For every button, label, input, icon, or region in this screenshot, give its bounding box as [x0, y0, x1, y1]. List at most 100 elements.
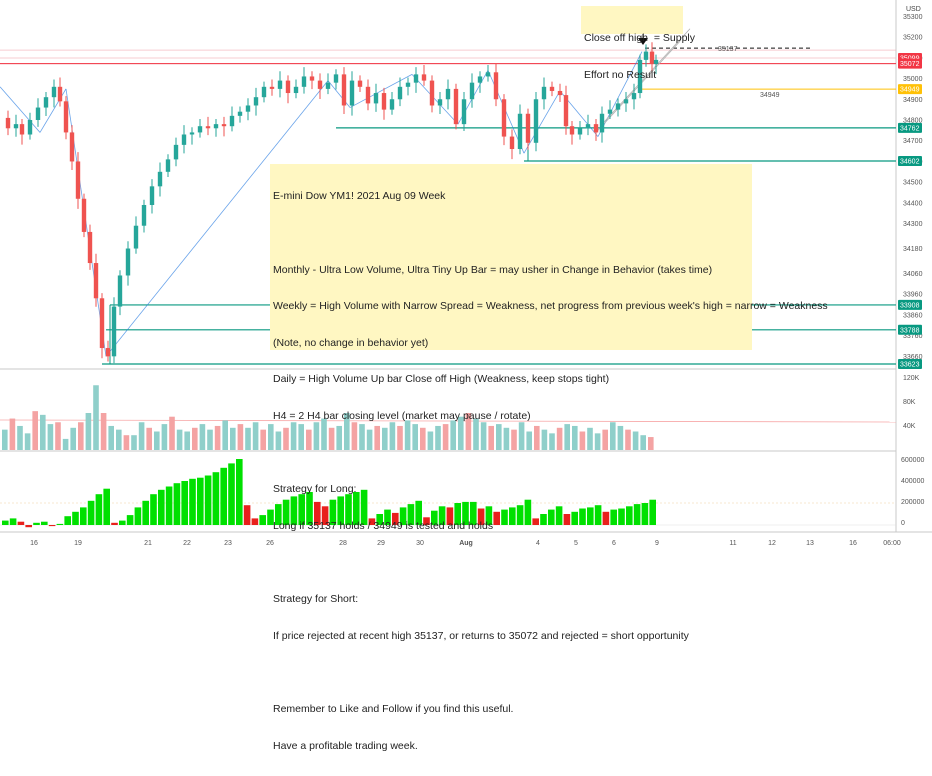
oscillator-bar — [56, 523, 64, 525]
price-badge — [898, 324, 922, 335]
candle-body — [111, 306, 117, 357]
candle-body — [13, 124, 19, 129]
date-tick-label: 22 — [183, 540, 191, 547]
oscillator-bar — [649, 499, 656, 525]
candle-body — [501, 99, 507, 137]
oscillator-bar — [189, 478, 196, 525]
date-tick-label: Aug — [459, 540, 473, 547]
oscillator-bar — [392, 512, 399, 525]
date-tick-label: 23 — [224, 540, 232, 547]
candle-body — [81, 198, 87, 232]
supply-note[interactable]: Close off high = Supply Effort no Result — [581, 6, 695, 81]
volume-bar — [404, 420, 411, 450]
volume-bar — [602, 429, 608, 450]
date-tick-label: 16 — [30, 540, 38, 547]
oscillator-bar — [587, 507, 594, 525]
oscillator-bar — [399, 507, 407, 525]
volume-bar — [511, 429, 517, 450]
volume-bar — [518, 422, 525, 450]
oscillator-bar — [119, 520, 126, 525]
volume-bar — [556, 427, 563, 450]
candle-body — [27, 119, 33, 135]
oscillator-bar — [17, 521, 25, 525]
date-tick-label: 29 — [377, 540, 385, 547]
volume-bar — [351, 422, 358, 450]
volume-bar — [313, 422, 320, 450]
candle-body — [599, 113, 605, 133]
candle-body — [229, 115, 235, 127]
volume-bar — [116, 429, 122, 450]
analysis-note-line: Monthly - Ultra Low Volume, Ultra Tiny U… — [273, 263, 713, 276]
candle-body — [349, 80, 355, 106]
volume-bar — [617, 425, 624, 450]
candle-body — [413, 74, 419, 83]
oscillator-bar — [493, 511, 500, 525]
candle-body — [637, 59, 643, 94]
volume-bar — [321, 418, 327, 450]
price-badge — [898, 122, 922, 133]
volume-bar — [2, 429, 8, 450]
volume-bar — [496, 424, 502, 450]
supply-note-line: Close off high = Supply — [584, 32, 696, 45]
oscillator-bar — [524, 499, 532, 525]
oscillator-bar — [360, 489, 368, 525]
volume-bar — [328, 427, 335, 450]
volume-bar — [100, 413, 107, 450]
oscillator-bar — [64, 516, 71, 525]
price-chart[interactable]: USD3530035200351003500034900348003470034… — [0, 0, 932, 550]
candle-body — [607, 109, 613, 114]
candle-body — [649, 51, 655, 65]
candle-body — [525, 113, 531, 143]
supply-note-line: Effort no Result — [584, 69, 657, 82]
date-tick-label: 4 — [536, 540, 540, 547]
analysis-note-line — [273, 227, 749, 239]
candle-body — [445, 88, 451, 100]
oscillator-bar — [251, 518, 259, 525]
trend-line — [0, 86, 41, 133]
oscillator-bar — [41, 521, 48, 525]
candle-body — [549, 86, 555, 91]
volume-bar — [366, 429, 373, 450]
oscillator-bar — [423, 517, 430, 525]
volume-bar — [594, 433, 601, 450]
analysis-note-line: Strategy for Long: — [273, 483, 357, 496]
date-tick-label: 9 — [655, 540, 659, 547]
volume-bar — [503, 427, 510, 450]
chart-stage: USD3530035200351003500034900348003470034… — [0, 0, 932, 752]
oscillator-bar — [329, 499, 337, 525]
volume-bar — [450, 420, 456, 450]
candle-body — [277, 80, 283, 89]
volume-bar — [275, 431, 282, 450]
analysis-note[interactable]: E-mini Dow YM1! 2021 Aug 09 Week Monthly… — [270, 164, 828, 752]
volume-bar — [344, 413, 350, 450]
candle-body — [477, 76, 483, 83]
volume-bar — [207, 429, 213, 450]
candle-body — [593, 124, 599, 133]
volume-bar — [625, 429, 631, 450]
volume-bar — [176, 429, 183, 450]
analysis-note-line — [273, 666, 749, 678]
candle-body — [293, 86, 299, 94]
oscillator-bar — [9, 518, 17, 525]
oscillator-bar — [165, 486, 173, 525]
candle-body — [253, 97, 259, 106]
candle-body — [541, 86, 547, 100]
volume-bar — [214, 425, 221, 450]
price-tick-label: 35200 — [903, 35, 923, 42]
volume-bar — [24, 433, 31, 450]
date-tick-label: 26 — [266, 540, 274, 547]
candle-body — [517, 113, 523, 150]
analysis-note-line: If price rejected at recent high 35137, … — [273, 629, 689, 642]
volume-bar — [572, 425, 578, 450]
oscillator-bar — [501, 509, 508, 525]
volume-bar — [290, 422, 297, 450]
volume-bar — [632, 431, 639, 450]
candle-body — [261, 86, 267, 98]
volume-bar — [245, 427, 251, 450]
volume-bar — [389, 422, 396, 450]
volume-bar — [230, 427, 236, 450]
candle-body — [285, 80, 291, 94]
candle-body — [51, 86, 57, 98]
price-tick-label: 34300 — [903, 221, 923, 228]
oscillator-bar — [477, 508, 485, 525]
